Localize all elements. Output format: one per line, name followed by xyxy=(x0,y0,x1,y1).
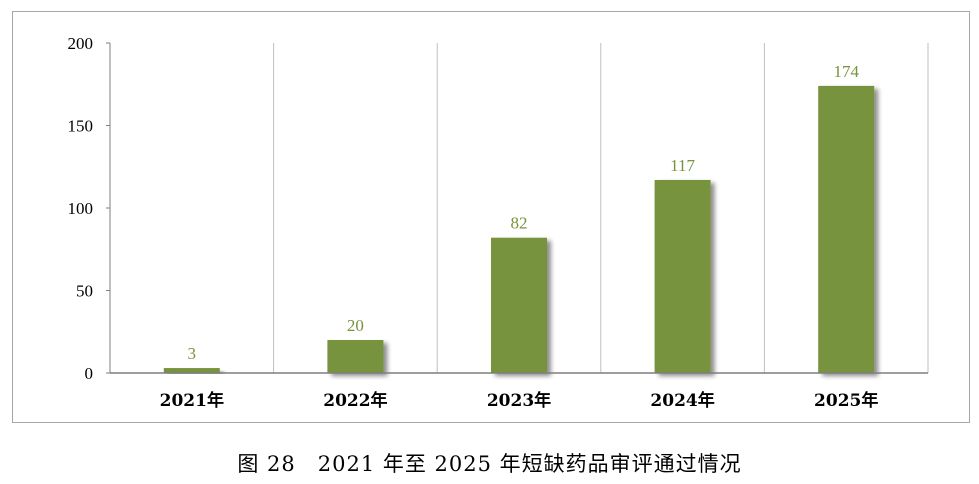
y-tick-label: 0 xyxy=(85,364,94,383)
y-tick-label: 100 xyxy=(68,199,94,218)
x-tick-label: 2024年 xyxy=(650,390,714,411)
bar xyxy=(654,179,711,373)
bar xyxy=(818,85,875,374)
data-label: 20 xyxy=(347,316,364,335)
bar-chart: 3 20 82 117 174 0 50 100 150 200 2021年 2022年 2023年 2… xyxy=(68,34,929,411)
y-tick-label: 50 xyxy=(76,282,93,301)
x-tick-label: 2022年 xyxy=(323,390,387,411)
data-label: 117 xyxy=(670,156,695,175)
x-tick-label: 2023年 xyxy=(487,390,551,411)
data-label: 82 xyxy=(511,214,528,233)
x-tick-label: 2021年 xyxy=(160,390,224,411)
data-label: 3 xyxy=(188,344,197,363)
x-tick-label: 2025年 xyxy=(814,390,878,411)
bar xyxy=(163,368,220,373)
data-label: 174 xyxy=(833,62,859,81)
bar xyxy=(491,237,547,373)
figure-caption: 图 28 2021 年至 2025 年短缺药品审评通过情况 xyxy=(237,452,742,476)
bar xyxy=(327,340,384,373)
y-tick-label: 200 xyxy=(68,34,94,53)
y-tick-label: 150 xyxy=(68,117,94,136)
